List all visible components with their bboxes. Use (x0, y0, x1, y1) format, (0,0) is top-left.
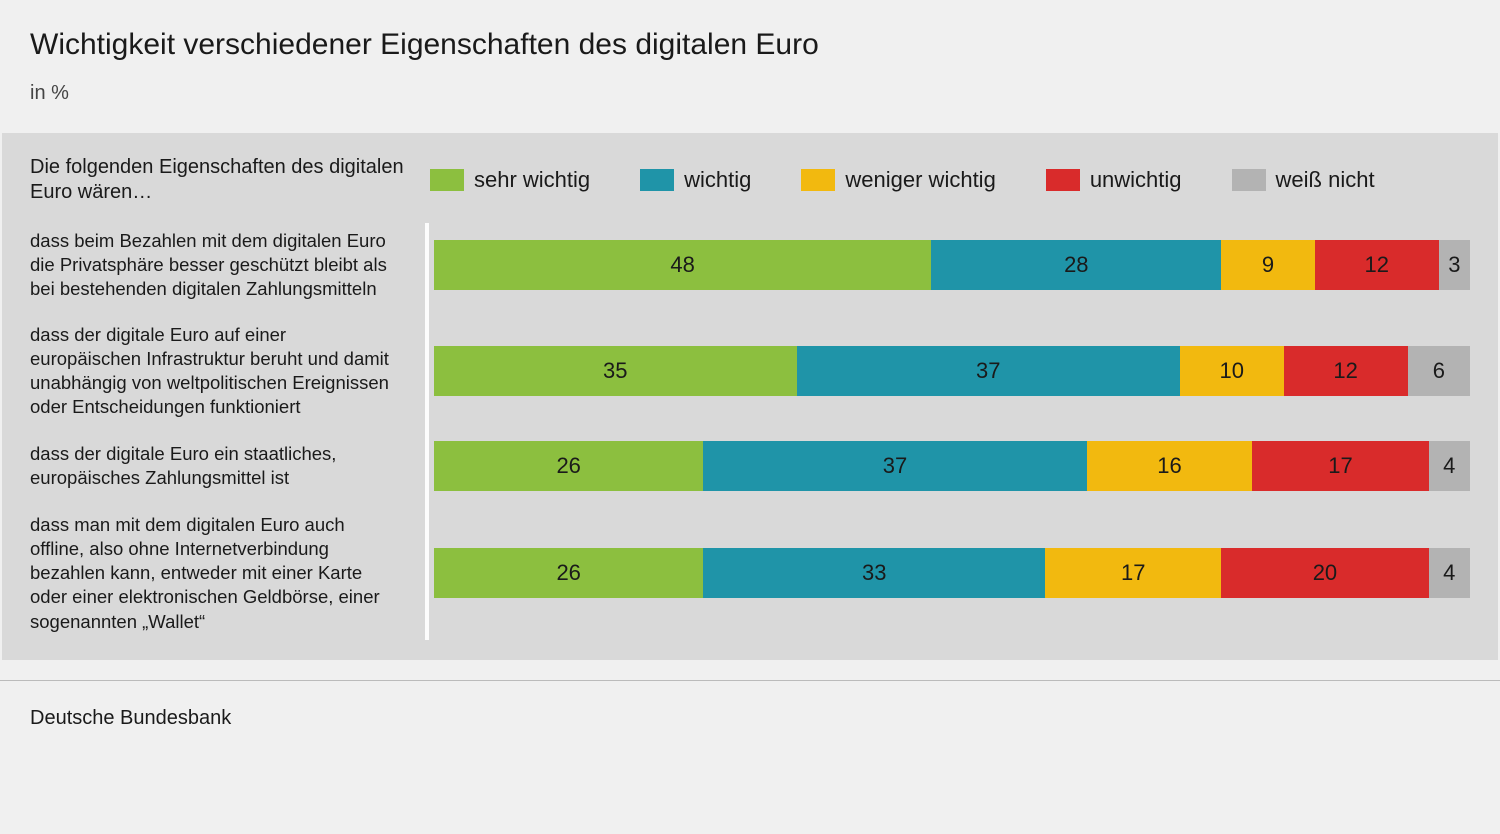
bar-wrap: 26 33 17 20 4 (434, 548, 1470, 598)
swatch-icon (1046, 169, 1080, 191)
bar-wrap: 35 37 10 12 6 (434, 346, 1470, 396)
bar-wrap: 48 28 9 12 3 (434, 240, 1470, 290)
row-label: dass man mit dem digitalen Euro auch off… (30, 513, 410, 633)
row-label: dass der digitale Euro ein staatliches, … (30, 442, 410, 490)
bar-segment: 35 (434, 346, 797, 396)
legend-items: sehr wichtig wichtig weniger wichtig unw… (410, 167, 1470, 193)
bar-segment: 16 (1087, 441, 1253, 491)
bar-segment: 26 (434, 441, 703, 491)
legend-item-weniger-wichtig: weniger wichtig (801, 167, 995, 193)
legend-item-unwichtig: unwichtig (1046, 167, 1182, 193)
bar-segment: 12 (1284, 346, 1408, 396)
legend-label: unwichtig (1090, 167, 1182, 193)
bar-segment: 4 (1429, 548, 1470, 598)
chart-subtitle: in % (30, 82, 1470, 105)
swatch-icon (801, 169, 835, 191)
bar-segment: 3 (1439, 240, 1470, 290)
bar-row: dass beim Bezahlen mit dem digitalen Eur… (30, 229, 1470, 301)
legend-label: weniger wichtig (845, 167, 995, 193)
legend-item-sehr-wichtig: sehr wichtig (430, 167, 590, 193)
bars-area: dass beim Bezahlen mit dem digitalen Eur… (30, 229, 1470, 634)
swatch-icon (1232, 169, 1266, 191)
axis-line (425, 223, 429, 640)
legend-item-weiss-nicht: weiß nicht (1232, 167, 1375, 193)
source-footer: Deutsche Bundesbank (0, 680, 1500, 730)
bar-segment: 37 (797, 346, 1180, 396)
legend-label: sehr wichtig (474, 167, 590, 193)
bar-segment: 6 (1408, 346, 1470, 396)
bar-row: dass der digitale Euro ein staatliches, … (30, 441, 1470, 491)
bar-segment: 4 (1429, 441, 1470, 491)
bar-segment: 12 (1315, 240, 1439, 290)
bar-row: dass man mit dem digitalen Euro auch off… (30, 513, 1470, 633)
bar-segment: 10 (1180, 346, 1284, 396)
bar-segment: 17 (1045, 548, 1221, 598)
chart-container: Wichtigkeit verschiedener Eigenschaften … (0, 0, 1500, 834)
title-area: Wichtigkeit verschiedener Eigenschaften … (0, 0, 1500, 115)
bar-segment: 48 (434, 240, 931, 290)
legend-label: wichtig (684, 167, 751, 193)
bar-segment: 17 (1252, 441, 1428, 491)
bar-segment: 28 (931, 240, 1221, 290)
legend-item-wichtig: wichtig (640, 167, 751, 193)
bar-segment: 26 (434, 548, 703, 598)
legend-label: weiß nicht (1276, 167, 1375, 193)
bar-segment: 9 (1221, 240, 1314, 290)
bar-segment: 37 (703, 441, 1086, 491)
bar-segment: 33 (703, 548, 1045, 598)
chart-title: Wichtigkeit verschiedener Eigenschaften … (30, 28, 1470, 62)
bar-wrap: 26 37 16 17 4 (434, 441, 1470, 491)
row-label: dass der digitale Euro auf einer europäi… (30, 323, 410, 419)
row-label: dass beim Bezahlen mit dem digitalen Eur… (30, 229, 410, 301)
legend-row: Die folgenden Eigenschaften des digitale… (30, 155, 1470, 205)
chart-body: Die folgenden Eigenschaften des digitale… (2, 133, 1498, 660)
legend-lead-text: Die folgenden Eigenschaften des digitale… (30, 155, 410, 205)
bar-row: dass der digitale Euro auf einer europäi… (30, 323, 1470, 419)
swatch-icon (430, 169, 464, 191)
bar-segment: 20 (1221, 548, 1428, 598)
swatch-icon (640, 169, 674, 191)
